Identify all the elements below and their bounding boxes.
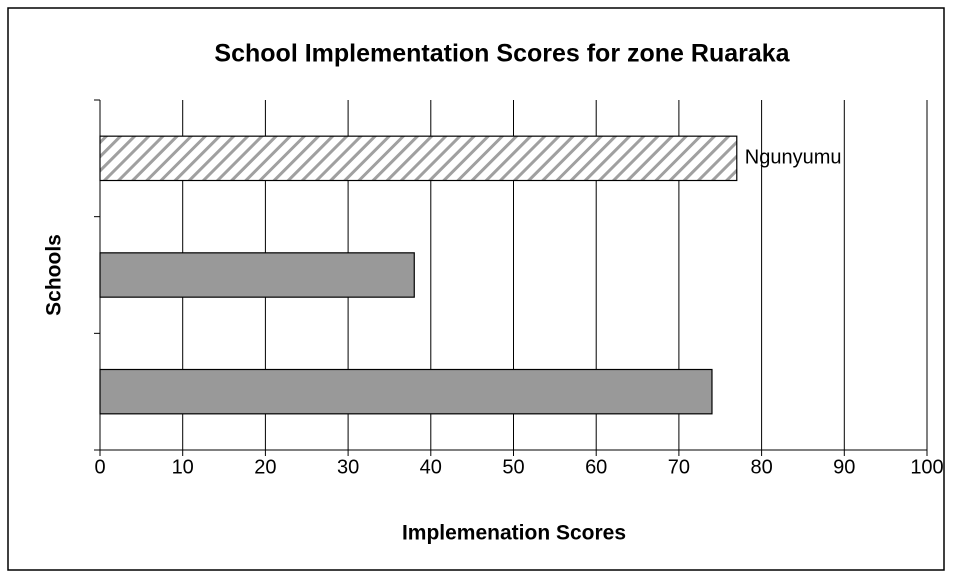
x-tick-label: 50 [502, 456, 524, 478]
x-tick-label: 40 [420, 456, 442, 478]
bar [99, 252, 415, 298]
y-axis-label: Schools [43, 234, 66, 316]
x-tick-label: 100 [910, 456, 943, 478]
chart-title: School Implementation Scores for zone Ru… [214, 40, 790, 68]
x-tick-label: 70 [668, 456, 690, 478]
x-tick-label: 30 [337, 456, 359, 478]
x-axis-label: Implemenation Scores [402, 522, 626, 545]
x-tick-label: 90 [833, 456, 855, 478]
x-tick-label: 80 [750, 456, 772, 478]
chart-border [7, 7, 945, 571]
x-tick-label: 0 [94, 456, 105, 478]
bar [99, 135, 738, 182]
bar [99, 368, 713, 415]
x-tick-label: 20 [254, 456, 276, 478]
bar-label: Ngunyumu [745, 147, 842, 169]
x-tick-label: 10 [172, 456, 194, 478]
x-tick-label: 60 [585, 456, 607, 478]
